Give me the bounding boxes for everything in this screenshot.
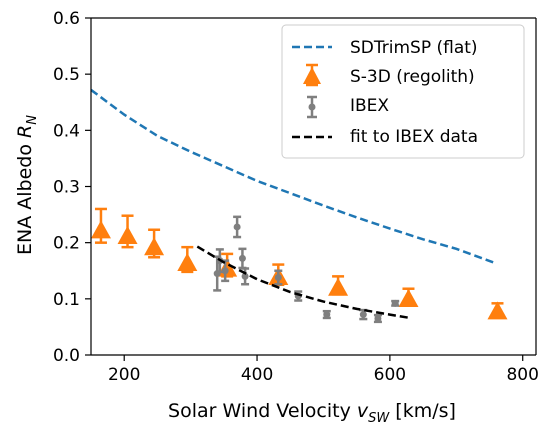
y-tick-label: 0.3 [53, 178, 80, 198]
ibex-fit-line [196, 245, 411, 320]
s3d-point [177, 253, 198, 272]
ibex-point [238, 254, 246, 262]
x-tick-label: 800 [506, 365, 538, 385]
ibex-point [221, 267, 229, 275]
legend-marker-ibex [307, 95, 317, 119]
legend-label-s3d: S-3D (regolith) [350, 67, 475, 87]
s3d-point [398, 288, 419, 307]
y-tick-label: 0.0 [53, 346, 80, 366]
s3d-point [487, 301, 508, 320]
plot-area [91, 88, 508, 324]
ibex-point [374, 314, 382, 322]
ibex-point [359, 311, 367, 319]
y-tick-label: 0.6 [53, 9, 80, 29]
plot-content [91, 88, 508, 324]
y-axis-ticks: 0.0 0.1 0.2 0.3 0.4 0.5 0.6 [53, 9, 91, 366]
y-tick-label: 0.1 [53, 290, 80, 310]
ibex-point [233, 223, 241, 231]
ibex-point [323, 311, 331, 319]
x-tick-label: 400 [241, 365, 273, 385]
ibex-point [391, 299, 399, 307]
sdtrimsp-line [91, 88, 497, 265]
ibex-point [274, 273, 282, 281]
legend-frame [281, 24, 525, 159]
x-tick-label: 600 [374, 365, 406, 385]
ibex-point [241, 272, 249, 280]
s3d-point [144, 237, 165, 256]
x-axis-ticks: 200 400 600 800 [108, 355, 539, 385]
legend-label-sdtrimsp: SDTrimSP (flat) [350, 38, 478, 58]
legend: SDTrimSP (flat) S-3D (regolith) IBEX fit… [281, 24, 525, 159]
axes-frame [90, 17, 537, 356]
legend-marker-s3d [303, 63, 321, 87]
legend-label-ibex: IBEX [350, 96, 389, 116]
y-tick-label: 0.4 [53, 121, 80, 141]
legend-label-fit: fit to IBEX data [350, 127, 478, 147]
s3d-point [91, 220, 111, 239]
y-axis-label: ENA Albedo RN [14, 115, 40, 255]
x-tick-label: 200 [108, 365, 140, 385]
x-axis-label: Solar Wind Velocity vSW [km/s] [168, 400, 456, 424]
y-tick-label: 0.5 [53, 65, 80, 85]
s3d-point [117, 226, 138, 245]
s3d-point [328, 277, 349, 296]
y-tick-label: 0.2 [53, 234, 80, 254]
